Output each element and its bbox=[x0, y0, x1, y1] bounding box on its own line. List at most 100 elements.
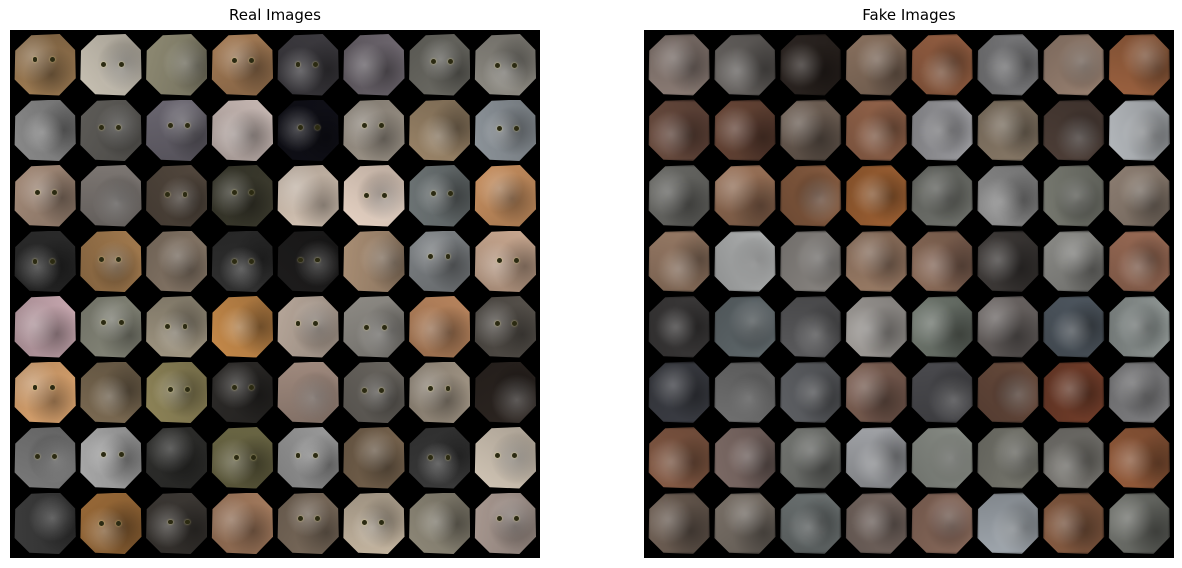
fake-image-tile bbox=[648, 231, 710, 293]
fake-image-tile bbox=[780, 231, 842, 293]
cat-eye bbox=[249, 259, 254, 264]
fake-image-tile bbox=[911, 165, 973, 227]
cat-eye bbox=[296, 453, 301, 458]
real-image-tile bbox=[343, 100, 405, 162]
real-image-tile bbox=[80, 296, 142, 358]
fake-image-tile bbox=[977, 296, 1039, 358]
cat-eye bbox=[101, 452, 106, 457]
fake-images-panel: Fake Images bbox=[644, 30, 1174, 558]
cat-eye bbox=[99, 521, 104, 526]
real-image-tile bbox=[14, 231, 76, 293]
cat-eye bbox=[431, 191, 436, 196]
cat-eye bbox=[495, 63, 500, 68]
fake-image-tile bbox=[714, 296, 776, 358]
fake-image-tile bbox=[714, 493, 776, 555]
real-image-tile bbox=[80, 231, 142, 293]
real-image-tile bbox=[409, 296, 471, 358]
fake-image-tile bbox=[845, 493, 907, 555]
real-image-tile bbox=[14, 362, 76, 424]
real-image-tile bbox=[343, 165, 405, 227]
real-image-tile bbox=[343, 493, 405, 555]
cat-eye bbox=[315, 258, 320, 263]
cat-eye bbox=[362, 520, 367, 525]
fake-image-tile bbox=[911, 100, 973, 162]
real-image-tile bbox=[146, 493, 208, 555]
fake-image-tile bbox=[648, 362, 710, 424]
fake-image-tile bbox=[1043, 165, 1105, 227]
cat-eye bbox=[249, 58, 254, 63]
real-image-tile bbox=[146, 34, 208, 96]
fake-image-tile bbox=[977, 100, 1039, 162]
cat-eye bbox=[495, 453, 500, 458]
fake-image-tile bbox=[1108, 296, 1170, 358]
cat-eye bbox=[232, 259, 237, 264]
real-image-tile bbox=[343, 231, 405, 293]
cat-eye bbox=[315, 125, 320, 130]
fake-image-tile bbox=[780, 100, 842, 162]
real-images-title: Real Images bbox=[10, 6, 540, 24]
cat-eye bbox=[249, 385, 254, 390]
real-image-tile bbox=[409, 427, 471, 489]
cat-eye bbox=[168, 387, 173, 392]
cat-eye bbox=[428, 254, 433, 259]
fake-image-tile bbox=[845, 296, 907, 358]
real-image-tile bbox=[409, 231, 471, 293]
fake-image-tile bbox=[1108, 493, 1170, 555]
cat-eye bbox=[514, 258, 519, 263]
cat-eye bbox=[315, 516, 320, 521]
cat-eye bbox=[232, 190, 237, 195]
cat-eye bbox=[313, 321, 318, 326]
fake-image-tile bbox=[1108, 100, 1170, 162]
cat-eye bbox=[234, 455, 239, 460]
cat-eye bbox=[50, 385, 55, 390]
cat-eye bbox=[116, 521, 121, 526]
cat-eye bbox=[33, 259, 38, 264]
real-images-panel: Real Images bbox=[10, 30, 540, 558]
cat-eye bbox=[232, 58, 237, 63]
cat-eye bbox=[52, 190, 57, 195]
fake-image-tile bbox=[1043, 231, 1105, 293]
fake-image-tile bbox=[977, 493, 1039, 555]
cat-eye bbox=[119, 62, 124, 67]
cat-eye bbox=[298, 258, 303, 263]
real-image-tile bbox=[146, 296, 208, 358]
cat-eye bbox=[362, 123, 367, 128]
real-image-tile bbox=[80, 34, 142, 96]
fake-image-tile bbox=[714, 231, 776, 293]
cat-eye bbox=[514, 516, 519, 521]
cat-eye bbox=[168, 123, 173, 128]
real-image-tile bbox=[14, 34, 76, 96]
fake-image-tile bbox=[845, 100, 907, 162]
cat-eye bbox=[101, 62, 106, 67]
real-image-tile bbox=[474, 100, 536, 162]
fake-image-tile bbox=[1043, 427, 1105, 489]
fake-images-title: Fake Images bbox=[644, 6, 1174, 24]
real-image-tile bbox=[211, 427, 273, 489]
real-image-tile bbox=[211, 34, 273, 96]
fake-image-tile bbox=[845, 231, 907, 293]
fake-image-tile bbox=[648, 165, 710, 227]
fake-image-tile bbox=[648, 100, 710, 162]
cat-eye bbox=[119, 452, 124, 457]
fake-image-tile bbox=[1043, 296, 1105, 358]
real-image-tile bbox=[343, 34, 405, 96]
cat-eye bbox=[50, 57, 55, 62]
real-image-tile bbox=[80, 165, 142, 227]
real-image-tile bbox=[14, 100, 76, 162]
cat-eye bbox=[165, 192, 170, 197]
fake-image-tile bbox=[1108, 34, 1170, 96]
fake-image-tile bbox=[780, 362, 842, 424]
fake-image-tile bbox=[714, 427, 776, 489]
cat-eye bbox=[298, 125, 303, 130]
cat-eye bbox=[495, 321, 500, 326]
cat-eye bbox=[116, 257, 121, 262]
cat-eye bbox=[313, 62, 318, 67]
cat-eye bbox=[101, 320, 106, 325]
cat-eye bbox=[99, 125, 104, 130]
real-image-tile bbox=[277, 493, 339, 555]
cat-eye bbox=[364, 193, 369, 198]
real-image-tile bbox=[211, 100, 273, 162]
fake-image-tile bbox=[1108, 362, 1170, 424]
cat-eye bbox=[362, 388, 367, 393]
real-image-tile bbox=[474, 165, 536, 227]
